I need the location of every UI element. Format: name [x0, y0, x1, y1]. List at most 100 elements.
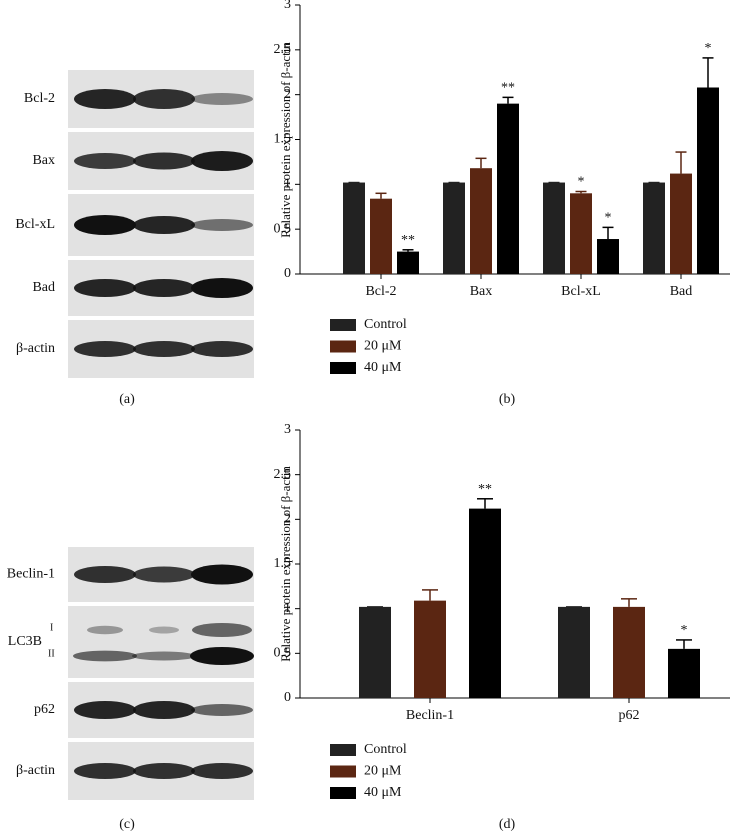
blot-band	[191, 704, 253, 716]
blot-band	[133, 341, 195, 357]
legend-swatch	[330, 744, 356, 756]
legend-label: 40 μM	[364, 360, 402, 375]
bar	[668, 648, 700, 698]
blot-band	[191, 93, 253, 105]
legend-label: 20 μM	[364, 764, 402, 779]
x-tick-label: Bcl-xL	[561, 284, 601, 299]
blot-band	[74, 763, 136, 779]
blot-label: LC3B	[8, 634, 42, 649]
blot-band	[149, 626, 179, 634]
bar	[543, 182, 565, 274]
blot-band	[191, 278, 253, 298]
bar	[443, 182, 465, 274]
y-tick-label: 2.5	[274, 467, 292, 482]
bar	[359, 606, 391, 698]
blot-band	[133, 763, 195, 779]
significance-label: *	[578, 175, 585, 190]
legend-label: Control	[364, 317, 407, 332]
significance-label: **	[478, 482, 492, 497]
blot-band	[133, 216, 195, 234]
blot-band	[74, 153, 136, 169]
bar	[497, 103, 519, 274]
legend-swatch	[330, 319, 356, 331]
y-tick-label: 0	[284, 690, 291, 705]
blot-band	[191, 763, 253, 779]
y-tick-label: 3	[284, 422, 291, 437]
x-tick-label: Bax	[470, 284, 493, 299]
blot-label: Bad	[32, 280, 55, 295]
bar	[370, 198, 392, 274]
blot-band	[133, 279, 195, 297]
y-tick-label: 2	[284, 87, 291, 102]
blot-label: β-actin	[16, 341, 55, 356]
bar	[643, 182, 665, 274]
legend-swatch	[330, 340, 356, 353]
y-tick-label: 1	[284, 177, 291, 192]
blot-sublabel: II	[48, 648, 55, 659]
blot-band	[133, 566, 195, 583]
significance-label: *	[705, 41, 712, 56]
blot-band	[87, 625, 123, 635]
legend-swatch	[330, 765, 356, 778]
blot-band	[191, 564, 253, 585]
y-tick-label: 2	[284, 512, 291, 527]
significance-label: *	[605, 211, 612, 226]
legend-label: 20 μM	[364, 339, 402, 354]
y-tick-label: 0.5	[274, 646, 292, 661]
bar	[613, 606, 645, 698]
bar	[697, 87, 719, 274]
blot-band	[74, 215, 136, 235]
significance-label: *	[681, 623, 688, 638]
blot-band	[133, 701, 195, 719]
legend-swatch	[330, 362, 356, 374]
blot-label: p62	[34, 702, 55, 717]
bar	[570, 193, 592, 274]
blot-band	[190, 647, 254, 665]
bar	[470, 168, 492, 274]
legend-label: Control	[364, 742, 407, 757]
y-tick-label: 2.5	[274, 42, 292, 57]
y-tick-label: 1	[284, 601, 291, 616]
bar	[469, 508, 501, 698]
blot-label: Beclin-1	[7, 567, 55, 582]
blot-band	[73, 650, 137, 662]
legend-swatch	[330, 787, 356, 799]
x-tick-label: Bad	[670, 284, 693, 299]
bar	[414, 600, 446, 698]
blot-band	[192, 623, 252, 637]
blot-band	[133, 89, 195, 109]
y-tick-label: 0.5	[274, 221, 292, 236]
significance-label: **	[501, 81, 515, 96]
blot-band	[74, 566, 136, 583]
y-tick-label: 3	[284, 0, 291, 12]
x-tick-label: Beclin-1	[406, 708, 454, 723]
blot-band	[132, 651, 196, 661]
significance-label: **	[401, 233, 415, 248]
bar	[343, 182, 365, 274]
blot-band	[74, 341, 136, 357]
y-axis-label: Relative protein expression of β-actin	[278, 466, 293, 662]
y-tick-label: 0	[284, 266, 291, 281]
bar	[670, 173, 692, 274]
blot-band	[74, 701, 136, 719]
x-tick-label: p62	[619, 708, 640, 723]
blot-label: Bax	[32, 153, 55, 168]
blot-strip	[68, 606, 254, 678]
blot-band	[133, 152, 195, 170]
blot-band	[191, 151, 253, 171]
blot-label: Bcl-xL	[15, 217, 55, 232]
blot-band	[74, 279, 136, 297]
panel-label: (c)	[119, 817, 135, 832]
blot-band	[74, 89, 136, 109]
blot-label: Bcl-2	[24, 91, 55, 106]
blot-sublabel: I	[50, 622, 53, 633]
blot-label: β-actin	[16, 763, 55, 778]
blot-band	[191, 219, 253, 231]
y-tick-label: 1.5	[274, 556, 292, 571]
y-tick-label: 1.5	[274, 132, 292, 147]
y-axis-label: Relative protein expression of β-actin	[278, 42, 293, 238]
legend-label: 40 μM	[364, 785, 402, 800]
bar	[397, 251, 419, 274]
panel-label: (d)	[499, 817, 516, 832]
